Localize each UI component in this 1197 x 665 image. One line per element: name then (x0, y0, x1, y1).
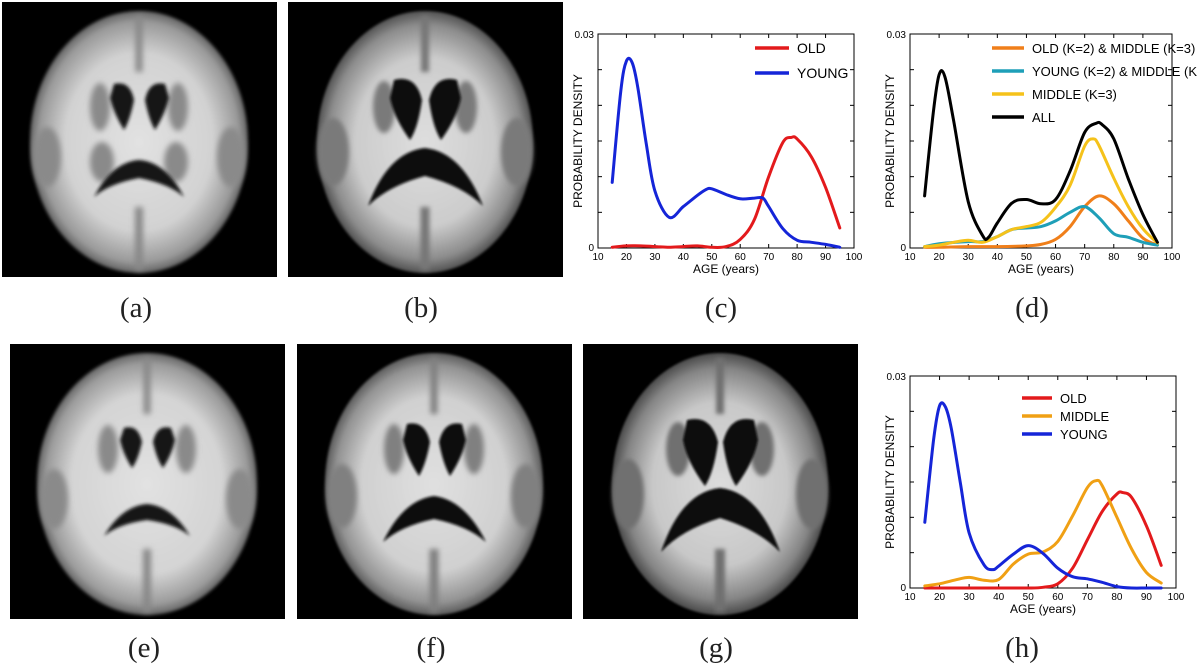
x-tick-label: 60 (735, 252, 747, 263)
x-tick-label: 70 (1082, 592, 1094, 603)
x-axis-label: AGE (years) (1010, 602, 1076, 616)
x-tick-label: 40 (992, 252, 1004, 263)
x-tick-label: 50 (1021, 252, 1033, 263)
legend-label-4: ALL (1032, 110, 1055, 125)
x-tick-label: 100 (846, 252, 863, 263)
chart-c: 10 20 30 40 50 60 70 80 90 100 0 0.03 AGE (years) PRO… (570, 28, 880, 278)
series-line-1 (923, 490, 1163, 590)
x-tick-label: 80 (1111, 592, 1123, 603)
brain-image-f (297, 344, 572, 619)
x-tick-label: 80 (792, 252, 804, 263)
brain-image-g (583, 344, 858, 619)
x-tick-label: 90 (1137, 252, 1149, 263)
x-tick-label: 20 (934, 592, 946, 603)
y-tick-label: 0.03 (575, 30, 595, 41)
caption-b: (b) (404, 292, 438, 324)
caption-c: (c) (704, 292, 738, 324)
legend-label-1: OLD (797, 40, 826, 56)
series-line-2 (923, 478, 1163, 588)
series-line-3 (923, 401, 1163, 590)
legend-label-2: YOUNG (797, 65, 848, 81)
legend-label-1: OLD (1060, 391, 1087, 406)
x-tick-label: 90 (820, 252, 832, 263)
x-tick-label: 40 (678, 252, 690, 263)
legend-label-3: MIDDLE (K=3) (1032, 87, 1117, 102)
x-tick-label: 50 (706, 252, 718, 263)
caption-a: (a) (119, 292, 153, 324)
caption-e: (e) (127, 632, 161, 664)
x-tick-label: 30 (964, 592, 976, 603)
x-tick-label: 90 (1141, 592, 1153, 603)
x-tick-label: 100 (1168, 592, 1185, 603)
caption-d: (d) (1015, 292, 1049, 324)
legend-label-1: OLD (K=2) & MIDDLE (K=3) (1032, 41, 1195, 56)
x-tick-label: 10 (904, 592, 916, 603)
chart-svg-c: 10 20 30 40 50 60 70 80 90 100 0 0.03 AGE (years) PRO… (571, 30, 863, 276)
caption-h: (h) (1005, 632, 1039, 664)
x-tick-label: 10 (904, 252, 916, 263)
chart-h: 10 20 30 40 50 60 70 80 90 100 0 0.03 AGE (years) PRO… (868, 368, 1197, 620)
x-tick-label: 50 (1023, 592, 1035, 603)
y-axis-label: PROBABILITY DENSITY (883, 74, 897, 208)
x-tick-label: 20 (934, 252, 946, 263)
y-axis-label: PROBABILITY DENSITY (571, 74, 585, 208)
brain-axial-slice-a (2, 2, 277, 277)
x-tick-label: 10 (592, 252, 604, 263)
x-tick-label: 20 (621, 252, 633, 263)
x-axis-label: AGE (years) (1008, 262, 1074, 276)
x-axis-label: AGE (years) (693, 262, 759, 276)
brain-axial-slice-b (288, 2, 563, 277)
x-tick-label: 40 (993, 592, 1005, 603)
y-axis-label: PROBABILITY DENSITY (883, 415, 897, 549)
x-tick-label: 70 (1079, 252, 1091, 263)
chart-d: 10 20 30 40 50 60 70 80 90 100 0 0.03 AGE (years) PRO… (880, 28, 1197, 278)
y-tick-label: 0 (900, 243, 906, 254)
x-tick-label: 100 (1164, 252, 1181, 263)
y-tick-label: 0.03 (887, 372, 907, 383)
y-tick-label: 0 (900, 583, 906, 594)
x-tick-label: 80 (1108, 252, 1120, 263)
brain-image-e (10, 344, 285, 619)
brain-axial-slice-f (297, 344, 572, 619)
legend-label-2: MIDDLE (1060, 409, 1109, 424)
chart-svg-h: 10 20 30 40 50 60 70 80 90 100 0 0.03 AGE (years) PRO… (883, 372, 1185, 616)
x-tick-label: 60 (1050, 252, 1062, 263)
x-tick-label: 70 (763, 252, 775, 263)
chart-svg-d: 10 20 30 40 50 60 70 80 90 100 0 0.03 AGE (years) PRO… (883, 30, 1197, 276)
brain-axial-slice-g (583, 344, 858, 619)
legend-label-2: YOUNG (K=2) & MIDDLE (K=3) (1032, 64, 1197, 79)
brain-image-a (2, 2, 277, 277)
y-tick-label: 0.03 (887, 30, 907, 41)
y-tick-label: 0 (588, 243, 594, 254)
x-tick-label: 30 (963, 252, 975, 263)
caption-g: (g) (699, 632, 733, 664)
x-tick-label: 30 (649, 252, 661, 263)
series-line-2 (610, 56, 842, 249)
legend-label-3: YOUNG (1060, 427, 1108, 442)
series-line-1 (923, 194, 1159, 249)
x-tick-label: 60 (1052, 592, 1064, 603)
caption-f: (f) (416, 632, 446, 664)
brain-axial-slice-e (10, 344, 285, 619)
series-line-1 (610, 135, 842, 249)
series-line-3 (923, 137, 1159, 249)
brain-image-b (288, 2, 563, 277)
series-line-4 (923, 69, 1159, 244)
